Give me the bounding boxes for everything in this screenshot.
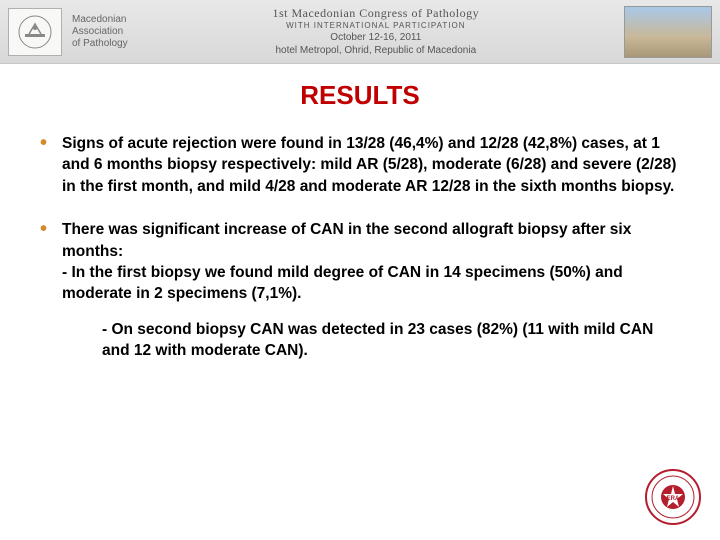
continuation-text: - On second biopsy CAN was detected in 2…	[40, 319, 684, 362]
assoc-line: Association	[72, 26, 128, 38]
bullet-text: There was significant increase of CAN in…	[62, 219, 684, 262]
congress-venue: hotel Metropol, Ohrid, Republic of Maced…	[138, 44, 614, 57]
assoc-line: of Pathology	[72, 38, 128, 50]
bullet-item: Signs of acute rejection were found in 1…	[40, 133, 684, 197]
congress-info: 1st Macedonian Congress of Pathology WIT…	[138, 6, 614, 58]
association-name: Macedonian Association of Pathology	[72, 14, 128, 50]
footer-seal: ERA	[644, 468, 702, 526]
congress-dates: October 12-16, 2011	[138, 31, 614, 44]
bullet-item: There was significant increase of CAN in…	[40, 219, 684, 305]
venue-photo	[624, 6, 712, 58]
congress-subtitle: WITH INTERNATIONAL PARTICIPATION	[138, 21, 614, 31]
assoc-line: Macedonian	[72, 14, 128, 26]
bullet-text: - In the first biopsy we found mild degr…	[62, 262, 684, 305]
bullet-text: Signs of acute rejection were found in 1…	[62, 133, 684, 197]
bullet-list: Signs of acute rejection were found in 1…	[40, 133, 684, 305]
slide-content: Signs of acute rejection were found in 1…	[0, 133, 720, 361]
header-banner: Macedonian Association of Pathology 1st …	[0, 0, 720, 64]
slide-title: RESULTS	[0, 80, 720, 111]
association-logo	[8, 8, 62, 56]
svg-text:ERA: ERA	[667, 496, 680, 502]
congress-title: 1st Macedonian Congress of Pathology	[138, 6, 614, 22]
